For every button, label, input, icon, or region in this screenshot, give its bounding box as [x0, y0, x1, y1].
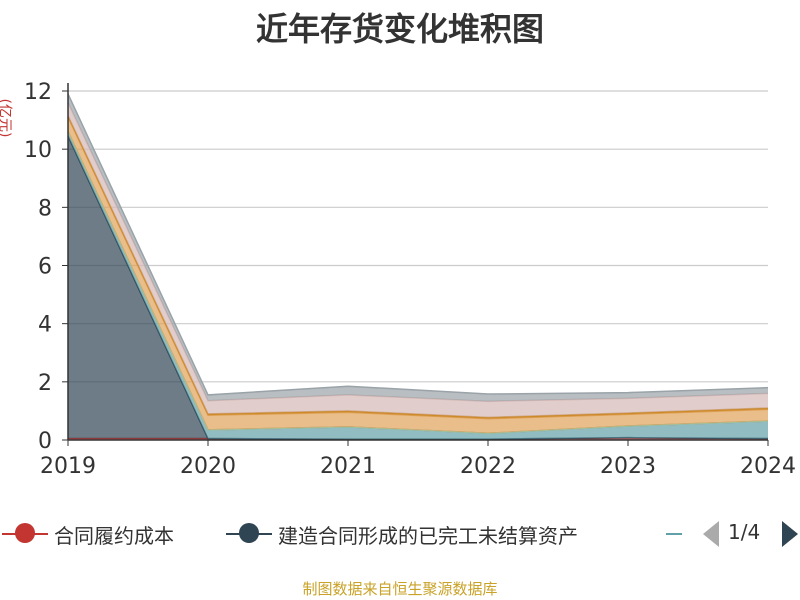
legend-marker-icon — [2, 514, 48, 554]
y-tick-label: 8 — [38, 196, 52, 221]
area-series — [67, 93, 769, 440]
legend-marker-icon — [226, 514, 272, 554]
y-tick-label: 12 — [24, 80, 52, 105]
area-series-9-line — [67, 93, 769, 396]
y-tick-label: 6 — [38, 255, 52, 280]
source-note: 制图数据来自恒生聚源数据库 — [302, 580, 498, 598]
legend-item-series-3[interactable] — [664, 514, 686, 554]
x-tick-label: 2024 — [740, 454, 796, 479]
legend-item-series-1[interactable]: 合同履约成本 — [2, 514, 174, 554]
x-tick-label: 2019 — [40, 454, 96, 479]
legend-item-series-2[interactable]: 建造合同形成的已完工未结算资产 — [226, 514, 578, 554]
legend-label: 合同履约成本 — [54, 523, 174, 548]
legend: 合同履约成本 建造合同形成的已完工未结算资产 1/4 — [0, 514, 800, 554]
legend-next-page-arrow-icon[interactable] — [782, 521, 798, 547]
chart-title: 近年存货变化堆积图 — [255, 10, 544, 48]
x-tick-label: 2020 — [180, 454, 236, 479]
legend-label: 建造合同形成的已完工未结算资产 — [278, 523, 578, 548]
y-tick-label: 10 — [24, 138, 52, 163]
tick-labels: 0 2 4 6 8 10 12 2019 2020 2021 2022 2023 2024 — [24, 80, 796, 479]
legend-marker-icon — [664, 514, 686, 554]
axes — [62, 83, 769, 446]
y-tick-label: 2 — [38, 371, 52, 396]
y-tick-label: 0 — [38, 429, 52, 454]
legend-page-indicator: 1/4 — [728, 520, 761, 544]
x-tick-label: 2022 — [460, 454, 516, 479]
x-tick-label: 2023 — [600, 454, 656, 479]
legend-prev-page-arrow-icon[interactable] — [703, 521, 719, 547]
y-tick-label: 4 — [38, 313, 52, 338]
area-series-2 — [68, 136, 768, 440]
x-tick-label: 2021 — [320, 454, 376, 479]
